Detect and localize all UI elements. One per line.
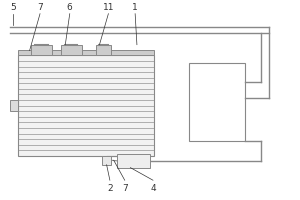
Text: 11: 11 <box>103 3 114 12</box>
Text: 2: 2 <box>107 184 113 193</box>
Text: 7: 7 <box>37 3 43 12</box>
Bar <box>18 50 154 55</box>
Bar <box>10 100 18 111</box>
Bar <box>102 156 111 165</box>
Text: 4: 4 <box>150 184 156 193</box>
Text: 7: 7 <box>122 184 128 193</box>
Bar <box>18 55 154 156</box>
Bar <box>189 63 245 141</box>
Bar <box>31 45 52 55</box>
Text: 6: 6 <box>67 3 73 12</box>
Bar <box>117 154 150 168</box>
Bar <box>61 45 82 55</box>
Bar <box>97 45 111 55</box>
Text: 1: 1 <box>132 3 138 12</box>
Text: 5: 5 <box>11 3 16 12</box>
